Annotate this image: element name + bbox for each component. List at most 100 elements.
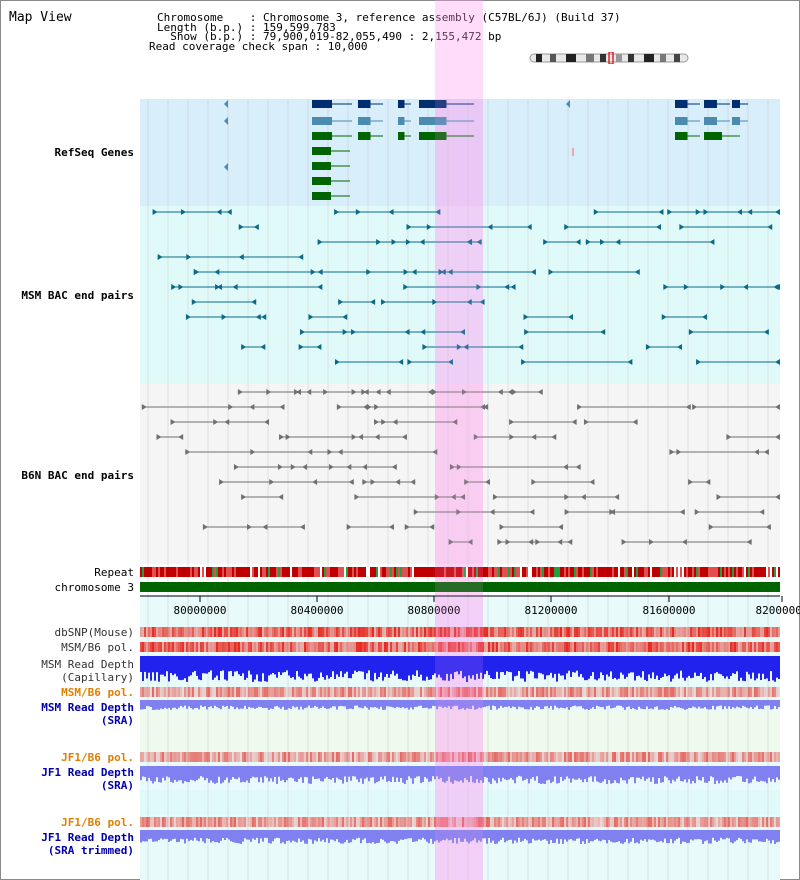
msm-read-depth-capillary-bar: [506, 656, 508, 672]
b6n-bac-pair-end: [178, 434, 184, 440]
msm-read-depth-capillary-bar: [722, 656, 724, 677]
msm-read-depth-sra-bar: [386, 700, 388, 707]
jf1-read-depth-sra-bar: [432, 766, 434, 777]
jf1-b6-pol-heat-cell: [268, 752, 270, 762]
jf1-b6-pol-trimmed-heat-cell: [162, 817, 164, 827]
msm-read-depth-sra-bar: [468, 700, 470, 709]
msm-bac-pair-end: [317, 284, 323, 290]
msm-read-depth-capillary-bar: [682, 656, 684, 678]
jf1-b6-pol-trimmed-heat-cell: [692, 817, 694, 827]
msm-read-depth-sra-bar: [504, 700, 506, 707]
msm-b6-pol-heat-cell: [192, 642, 194, 652]
msm-b6-pol-heat-cell: [678, 642, 680, 652]
msm-b6-pol-sra-heat-cell: [700, 687, 702, 697]
msm-bac-pair-end: [338, 299, 344, 305]
jf1-b6-pol-heat-cell: [444, 752, 446, 762]
jf1-read-depth-sra-bar: [688, 766, 690, 780]
jf1-read-depth-sra-bar: [430, 766, 432, 782]
jf1-read-depth-trimmed-bar: [606, 830, 608, 844]
repeat-segment: [268, 567, 270, 577]
msm-bac-pair-end: [510, 284, 516, 290]
msm-bac-pair-end: [655, 224, 661, 230]
jf1-b6-pol-trimmed-heat-cell: [196, 817, 198, 827]
b6n-bac-pair-end: [529, 509, 535, 515]
b6n-bac-pair-end: [266, 389, 272, 395]
jf1-read-depth-trimmed-bar: [230, 830, 232, 842]
msm-read-depth-capillary-bar: [460, 656, 462, 671]
jf1-b6-pol-heat-cell: [610, 752, 612, 762]
msm-read-depth-capillary-bar: [230, 656, 232, 671]
msm-b6-pol-sra-heat-cell: [528, 687, 530, 697]
jf1-b6-pol-heat-cell: [612, 752, 614, 762]
jf1-read-depth-trimmed-bar: [258, 830, 260, 844]
msm-b6-pol-heat-cell: [628, 642, 630, 652]
jf1-b6-pol-heat-cell: [466, 752, 468, 762]
jf1-read-depth-trimmed-bar: [162, 830, 164, 840]
jf1-b6-pol-trimmed-heat-cell: [542, 817, 544, 827]
dbsnp-heat-cell: [654, 627, 656, 637]
repeat-segment: [320, 567, 322, 577]
jf1-b6-pol-trimmed-heat-cell: [368, 817, 370, 827]
msm-b6-pol-sra-heat-cell: [768, 687, 770, 697]
repeat-segment: [148, 567, 150, 577]
label-refseq-genes[interactable]: RefSeq Genes: [54, 146, 134, 159]
msm-b6-pol-sra-heat-cell: [262, 687, 264, 697]
chromosome-ideogram[interactable]: [528, 52, 690, 64]
msm-read-depth-sra-bar: [776, 700, 778, 709]
b6n-bac-pair-end: [688, 479, 694, 485]
dbsnp-heat-cell: [330, 627, 332, 637]
jf1-b6-pol-trimmed-heat-cell: [574, 817, 576, 827]
jf1-read-depth-sra-bar: [264, 766, 266, 777]
jf1-read-depth-sra-bar: [548, 766, 550, 780]
msm-read-depth-capillary-bar: [144, 656, 146, 672]
label-msm-bac-end-pairs[interactable]: MSM BAC end pairs: [21, 289, 134, 302]
msm-read-depth-sra-bar: [326, 700, 328, 709]
dbsnp-heat-cell: [222, 627, 224, 637]
jf1-read-depth-sra-bar: [670, 766, 672, 784]
label-b6n-bac-end-pairs[interactable]: B6N BAC end pairs: [21, 469, 134, 482]
msm-bac-pair-end: [564, 224, 570, 230]
jf1-b6-pol-heat-cell: [586, 752, 588, 762]
jf1-b6-pol-heat-cell: [354, 752, 356, 762]
msm-read-depth-sra-bar: [250, 700, 252, 708]
msm-read-depth-sra-bar: [208, 700, 210, 708]
jf1-read-depth-trimmed-bar: [186, 830, 188, 839]
msm-read-depth-sra-bar: [536, 700, 538, 707]
axis-tick-label: 81200000: [525, 604, 578, 617]
dbsnp-heat-cell: [546, 627, 548, 637]
dbsnp-heat-cell: [500, 627, 502, 637]
msm-b6-pol-heat-cell: [428, 642, 430, 652]
dbsnp-heat-cell: [164, 627, 166, 637]
jf1-read-depth-sra-bar: [314, 766, 316, 780]
dbsnp-heat-cell: [344, 627, 346, 637]
jf1-read-depth-sra-bar: [540, 766, 542, 784]
jf1-read-depth-trimmed-bar: [482, 830, 484, 839]
msm-read-depth-capillary-bar: [522, 656, 524, 679]
jf1-b6-pol-trimmed-heat-cell: [428, 817, 430, 827]
msm-b6-pol-sra-heat-cell: [770, 687, 772, 697]
dbsnp-heat-cell: [154, 627, 156, 637]
msm-b6-pol-sra-heat-cell: [292, 687, 294, 697]
msm-read-depth-sra-bar: [744, 700, 746, 707]
jf1-read-depth-trimmed-bar: [308, 830, 310, 839]
jf1-b6-pol-heat-cell: [634, 752, 636, 762]
jf1-read-depth-trimmed-bar: [616, 830, 618, 843]
msm-bac-pair-end: [178, 284, 184, 290]
dbsnp-heat-cell: [204, 627, 206, 637]
jf1-b6-pol-heat-cell: [358, 752, 360, 762]
repeat-segment: [238, 567, 240, 577]
msm-b6-pol-heat-cell: [492, 642, 494, 652]
msm-bac-pair-end: [720, 284, 726, 290]
jf1-read-depth-sra-bar: [156, 766, 158, 778]
jf1-read-depth-trimmed-bar: [640, 830, 642, 840]
msm-read-depth-sra-bar: [588, 700, 590, 710]
jf1-read-depth-sra-bar: [160, 766, 162, 783]
msm-bac-pair-end: [381, 299, 387, 305]
jf1-read-depth-trimmed-bar: [200, 830, 202, 839]
msm-b6-pol-heat-cell: [402, 642, 404, 652]
jf1-b6-pol-heat-cell: [260, 752, 262, 762]
msm-b6-pol-heat-cell: [216, 642, 218, 652]
repeat-segment: [272, 567, 274, 577]
msm-read-depth-sra-bar: [360, 700, 362, 708]
